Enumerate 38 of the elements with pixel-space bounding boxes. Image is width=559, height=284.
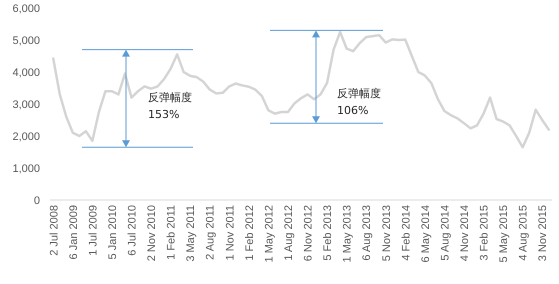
x-tick-label: 3 Nov 2015 xyxy=(537,205,550,262)
x-tick-label: 5 Aug 2014 xyxy=(439,205,452,261)
annotation: 153% xyxy=(148,108,180,121)
x-tick-label: 2 Aug 2011 xyxy=(204,205,217,260)
annotation: 106% xyxy=(337,104,368,117)
y-tick-label: 0 xyxy=(34,195,40,207)
x-tick-label: 5 May 2015 xyxy=(498,205,510,262)
y-tick-label: 5,000 xyxy=(12,35,40,47)
y-tick-label: 4,000 xyxy=(12,67,40,79)
x-tick-label: 5 Jan 2010 xyxy=(106,205,119,260)
x-tick-label: 4 Feb 2014 xyxy=(400,205,412,261)
x-tick-label: 1 Aug 2012 xyxy=(282,205,295,261)
annotation: 反弹幅度 xyxy=(148,91,192,104)
x-tick-label: 6 Jan 2009 xyxy=(68,205,80,260)
x-tick-label: 1 Jul 2009 xyxy=(87,205,100,256)
x-tick-label: 2 Nov 2010 xyxy=(146,205,158,262)
x-tick-label: 1 Nov 2011 xyxy=(224,205,236,260)
x-tick-label: 6 May 2014 xyxy=(420,205,432,262)
y-tick-label: 2,000 xyxy=(12,131,40,143)
y-tick-label: 1,000 xyxy=(12,163,40,175)
x-tick-label: 1 Feb 2012 xyxy=(244,205,256,261)
line-series xyxy=(52,30,550,148)
x-tick-label: 1 May 2012 xyxy=(263,205,276,262)
x-tick-label: 5 Nov 2013 xyxy=(380,205,393,262)
x-tick-label: 6 Nov 2012 xyxy=(302,205,315,262)
annotation: 反弹幅度 xyxy=(337,87,381,100)
x-tick-label: 2 Jul 2008 xyxy=(48,205,60,256)
x-tick-label: 3 Feb 2015 xyxy=(478,205,491,261)
y-tick-label: 3,000 xyxy=(12,99,40,111)
x-tick-label: 5 Feb 2013 xyxy=(322,205,334,261)
x-tick-label: 6 Aug 2013 xyxy=(361,205,374,261)
x-tick-label: 6 Jul 2010 xyxy=(126,205,138,256)
x-tick-label: 4 Aug 2015 xyxy=(518,205,530,261)
y-tick-label: 6,000 xyxy=(12,3,40,15)
x-tick-label: 1 Feb 2011 xyxy=(166,205,178,260)
x-tick-label: 3 May 2011 xyxy=(185,205,198,262)
x-tick-label: 1 May 2013 xyxy=(342,205,354,262)
x-tick-label: 4 Nov 2014 xyxy=(458,205,471,262)
